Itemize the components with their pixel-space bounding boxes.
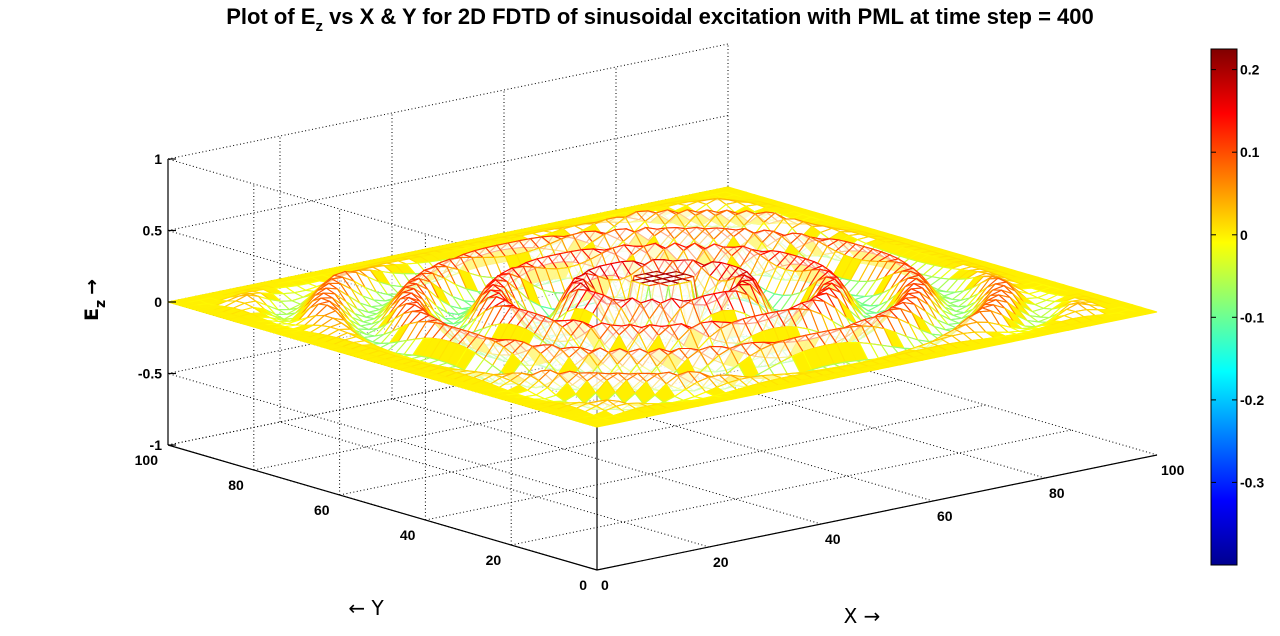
gridline-left-z — [167, 373, 598, 499]
z-tick-label: -1 — [150, 437, 163, 453]
z-tick-label: 0 — [154, 294, 162, 310]
z-tick-label: 1 — [154, 151, 162, 167]
gridline-back-z — [167, 43, 729, 160]
colorbar-tick-label: 0.1 — [1240, 144, 1260, 160]
colorbar-tick-label: -0.1 — [1240, 309, 1264, 325]
x-tick-label: 80 — [1049, 485, 1065, 501]
colorbar-ticks: -0.3 -0.2 -0.1 0 0.1 0.2 — [1211, 62, 1264, 490]
gridline-back-z — [167, 115, 729, 231]
y-tick-label: 40 — [400, 527, 416, 543]
x-tick-label: 0 — [601, 577, 609, 593]
y-tick-label: 80 — [228, 477, 244, 493]
x-tick-label: 40 — [825, 531, 841, 547]
axis-ticks: -1 -0.5 0 0.5 1 0 20 40 60 80 100 0 20 40 60 80 100 — [135, 151, 1185, 593]
y-tick-label: 100 — [135, 452, 159, 468]
z-axis-label: Ez→ — [81, 279, 109, 321]
gridline-floor-y — [425, 404, 986, 521]
x-axis-line — [596, 454, 1158, 571]
colorbar: -0.3 -0.2 -0.1 0 0.1 0.2 — [1210, 48, 1264, 566]
x-axis-label: X → — [844, 604, 881, 628]
y-tick-label: 20 — [486, 552, 502, 568]
gridline-floor-x — [391, 398, 822, 525]
y-tick-label: 0 — [579, 577, 587, 593]
gridline-floor-x — [279, 421, 710, 548]
y-axis-label: ← Y — [348, 596, 384, 620]
gridline-floor-y — [339, 379, 900, 496]
chart-title: Plot of Ez vs X & Y for 2D FDTD of sinus… — [226, 4, 1094, 35]
gridline-floor-x — [615, 352, 1046, 479]
colorbar-tick-label: -0.3 — [1240, 474, 1264, 490]
colorbar-gradient — [1210, 48, 1238, 566]
x-tick-label: 20 — [713, 554, 729, 570]
z-tick-label: 0.5 — [143, 223, 163, 239]
chart-title-subscript: z — [315, 18, 323, 35]
x-tick-label: 100 — [1161, 462, 1185, 478]
x-tick-label: 60 — [937, 508, 953, 524]
y-axis-line — [167, 444, 598, 571]
gridline-floor-x — [727, 329, 1158, 456]
mesh-cell — [588, 421, 609, 428]
colorbar-tick-label: 0 — [1240, 227, 1248, 243]
colorbar-tick-label: -0.2 — [1240, 392, 1264, 408]
gridline-floor-y — [511, 429, 1072, 546]
gridline-floor-x — [503, 375, 934, 502]
z-tick-label: -0.5 — [138, 366, 162, 382]
surface-mesh — [167, 186, 1158, 428]
colorbar-tick-label: 0.2 — [1240, 62, 1260, 78]
y-tick-label: 60 — [314, 502, 330, 518]
